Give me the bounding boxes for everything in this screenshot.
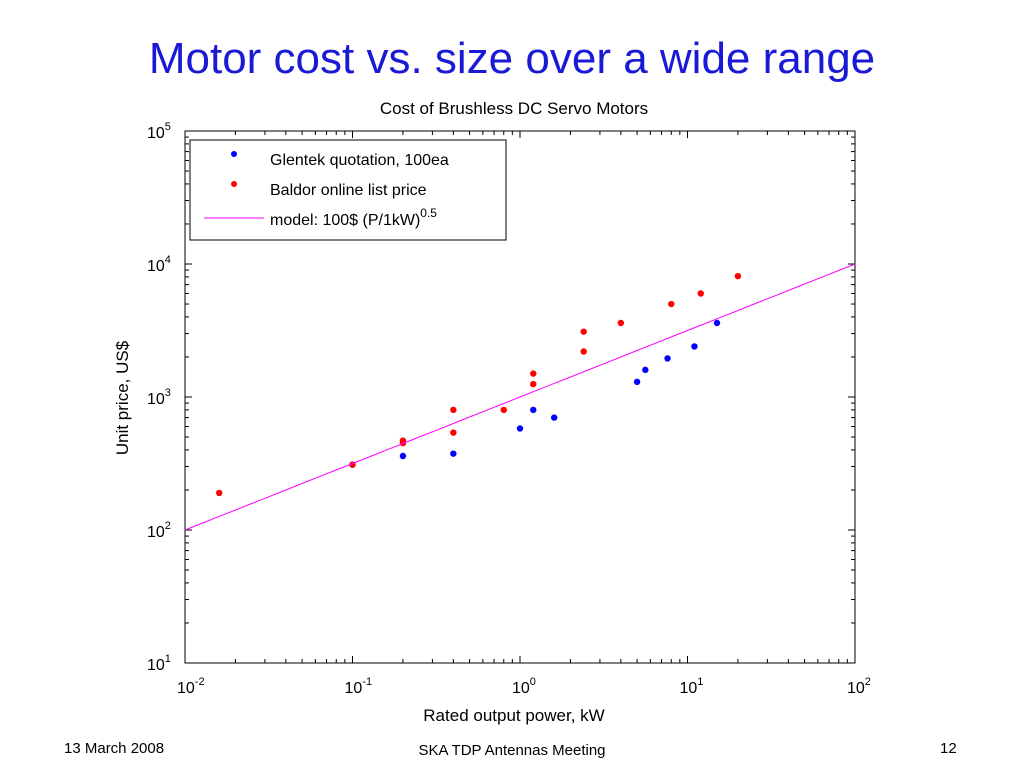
x-tick-label: 10-2 xyxy=(177,676,205,697)
data-point xyxy=(530,406,537,414)
data-point xyxy=(697,290,704,297)
legend-point-swatch xyxy=(231,151,237,157)
data-point xyxy=(550,414,558,421)
footer-date: 13 March 2008 xyxy=(64,740,165,757)
page-number: 12 xyxy=(940,740,957,757)
legend-label: Baldor online list price xyxy=(270,182,427,199)
x-tick-label: 100 xyxy=(512,676,536,697)
data-point xyxy=(734,272,742,280)
data-point xyxy=(530,380,537,388)
y-tick-label: 105 xyxy=(147,121,171,142)
y-tick-label: 101 xyxy=(147,653,171,674)
data-point xyxy=(713,319,721,327)
data-point xyxy=(580,348,587,355)
legend-label: model: 100$ (P/1kW)0.5 xyxy=(270,206,437,229)
y-tick-label: 103 xyxy=(147,387,171,408)
data-point xyxy=(516,425,524,432)
y-tick-label: 102 xyxy=(147,520,171,541)
model-line xyxy=(184,263,856,531)
data-point xyxy=(642,366,649,374)
legend: Glentek quotation, 100ea Baldor online li… xyxy=(189,139,507,241)
data-point xyxy=(580,328,587,335)
data-point xyxy=(633,378,641,386)
x-axis-label: Rated output power, kW xyxy=(423,706,604,725)
data-point xyxy=(664,355,671,362)
slide-title: Motor cost vs. size over a wide range xyxy=(148,34,876,83)
data-point xyxy=(500,406,507,414)
x-tick-label: 101 xyxy=(680,676,704,697)
data-point xyxy=(399,437,407,444)
legend-box xyxy=(189,139,507,241)
data-point xyxy=(530,370,537,377)
data-point xyxy=(450,429,457,436)
data-point xyxy=(617,319,625,327)
y-tick-label: 104 xyxy=(147,254,171,275)
y-axis-label: Unit price, US$ xyxy=(113,340,132,455)
x-tick-label: 102 xyxy=(847,676,871,697)
plot-area: 10-2 10-1 100 101 102 101 102 103 104 105 xyxy=(147,121,871,697)
chart-title: Cost of Brushless DC Servo Motors xyxy=(380,99,648,118)
x-tick-label: 10-1 xyxy=(345,676,373,697)
data-point xyxy=(399,452,407,460)
data-point xyxy=(215,489,223,497)
legend-label: Glentek quotation, 100ea xyxy=(270,152,449,169)
data-point xyxy=(668,300,675,308)
data-point xyxy=(450,406,457,414)
legend-point-swatch xyxy=(231,181,237,187)
footer-center: SKA TDP Antennas Meeting xyxy=(418,742,606,759)
data-point xyxy=(691,343,698,350)
data-point xyxy=(450,450,457,457)
